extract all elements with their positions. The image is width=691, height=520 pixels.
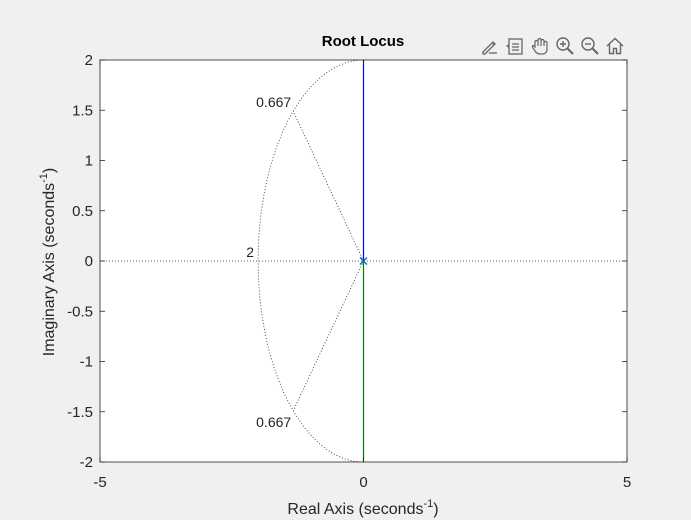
x-tick-label: -5: [93, 474, 106, 491]
brush-edit-icon: [482, 41, 497, 55]
zoom-in-button[interactable]: [553, 34, 577, 58]
zoom-out-icon: [581, 37, 599, 55]
home-button[interactable]: [603, 34, 627, 58]
natural-frequency-circle: [257, 59, 364, 463]
data-tips-button[interactable]: [503, 34, 527, 58]
x-tick-label: 5: [623, 474, 631, 491]
y-tick-label: 2: [85, 52, 93, 69]
natural-frequency-label: 2: [246, 244, 254, 260]
pole-marker-stroke: [359, 257, 368, 265]
data-tips-icon: [506, 38, 523, 55]
axis-ticks: -5 0 5 2 1.5 1 0.5 0 -0.5 -1 -1.5 -2: [67, 52, 631, 491]
pan-hand-icon: [531, 37, 548, 55]
y-tick-label: -0.5: [67, 303, 93, 320]
damping-line-upper: [292, 111, 364, 262]
brush-edit-button[interactable]: [478, 34, 502, 58]
axes-toolbar: [478, 34, 627, 58]
zoom-in-icon: [556, 37, 574, 55]
damping-label-lower: 0.667: [256, 414, 291, 430]
y-tick-label: 1.5: [72, 102, 93, 119]
y-tick-label: -1: [80, 354, 93, 371]
y-axis-label: Imaginary Axis (seconds-1): [38, 168, 58, 357]
locus-branches: [359, 60, 368, 462]
y-tick-label: -1.5: [67, 404, 93, 421]
damping-label-upper: 0.667: [256, 94, 291, 110]
y-tick-label: -2: [80, 454, 93, 471]
y-tick-label: 1: [85, 153, 93, 170]
zoom-out-button[interactable]: [578, 34, 602, 58]
home-icon: [606, 37, 624, 55]
damping-grid: 2 0.667 0.667: [100, 59, 627, 463]
y-tick-label: 0.5: [72, 203, 93, 220]
y-tick-label: 0: [85, 253, 93, 270]
chart-title: Root Locus: [322, 33, 405, 50]
pole-marker: [359, 257, 368, 265]
damping-line-lower: [292, 260, 364, 411]
x-axis-label: Real Axis (seconds-1): [287, 498, 438, 518]
x-tick-label: 0: [359, 474, 367, 491]
pan-button[interactable]: [528, 34, 552, 58]
